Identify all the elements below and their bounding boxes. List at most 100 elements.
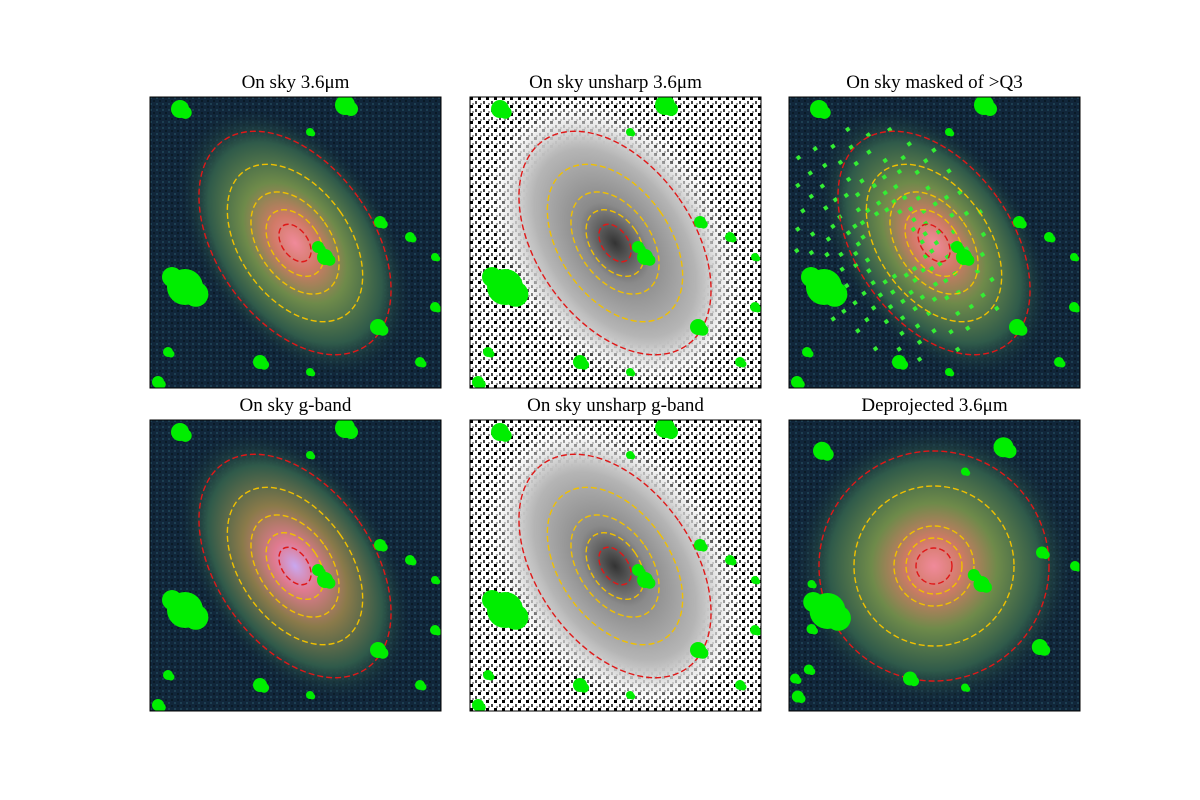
isophote-ellipse: [570, 191, 660, 295]
isophote-ellipse: [198, 453, 392, 679]
masked-pixel: [931, 296, 938, 302]
mask-blob: [754, 578, 761, 585]
galaxy: [794, 426, 1074, 706]
mask-blob: [157, 380, 166, 388]
masked-pixel: [933, 240, 940, 246]
panel: [469, 419, 762, 712]
mask-blob: [948, 130, 955, 137]
mask-blob: [409, 235, 417, 243]
masked-pixel: [859, 219, 866, 226]
masked-pixel: [882, 279, 888, 285]
mask-blob: [825, 605, 851, 631]
masked-pixel: [896, 208, 903, 215]
masked-pixel: [841, 308, 847, 315]
isophote-ellipse: [250, 514, 340, 618]
mask-blob: [499, 106, 512, 119]
disc: [498, 108, 732, 378]
mask-blob: [664, 425, 678, 439]
mask-blob: [167, 673, 175, 681]
masked-pixel: [839, 266, 845, 273]
masked-pixel: [864, 316, 870, 323]
masked-pixel: [890, 289, 896, 295]
mask-blob: [579, 682, 590, 693]
masked-pixel: [916, 339, 923, 345]
masked-pixel: [928, 248, 935, 254]
masked-pixel: [855, 241, 862, 247]
masked-pixel: [877, 292, 884, 298]
mask-blob: [794, 677, 802, 684]
masked-pixel: [900, 298, 906, 305]
mask-blob: [167, 350, 175, 358]
masked-pixel: [853, 160, 859, 167]
panel-title: Deprojected 3.6μm: [861, 395, 1008, 416]
panel-frame: [149, 96, 442, 389]
galaxy: [488, 424, 742, 708]
mask-blob: [434, 255, 441, 262]
masked-pixel: [896, 346, 902, 352]
masked-pixel: [994, 305, 1000, 312]
mask-blob: [1002, 444, 1017, 459]
masked-pixel: [914, 323, 921, 329]
isophote-ellipse: [598, 546, 632, 586]
mask-blob: [377, 324, 389, 336]
mask-blob: [434, 628, 441, 636]
mask-blob: [499, 429, 512, 442]
isophote-ellipse: [265, 532, 325, 600]
masked-pixel: [855, 206, 862, 213]
masked-pixel: [929, 265, 935, 272]
panel-frame: [788, 419, 1081, 712]
masked-pixel: [891, 273, 898, 279]
mask-blob: [699, 220, 708, 229]
masked-pixel: [843, 282, 850, 289]
masked-pixel: [948, 328, 954, 335]
mask-blob: [171, 274, 185, 288]
mask-blob: [1073, 255, 1080, 262]
masked-pixel: [852, 300, 858, 306]
masked-pixel: [931, 328, 937, 334]
panel-title: On sky g-band: [240, 395, 352, 416]
masked-pixel: [794, 226, 801, 232]
masked-pixel: [819, 183, 826, 189]
masked-pixel: [968, 303, 975, 310]
masked-pixel: [838, 251, 844, 258]
mask-blob: [183, 281, 209, 307]
mask-blob: [434, 305, 441, 313]
galaxy: [178, 108, 412, 378]
masked-pixel: [979, 251, 986, 258]
masked-pixel: [931, 147, 937, 153]
mask-blob: [491, 274, 505, 288]
masked-pixel: [925, 185, 931, 191]
mask-blob: [1073, 305, 1080, 313]
masked-pixel: [855, 327, 861, 334]
panel-frame: [149, 419, 442, 712]
masked-pixel: [980, 231, 987, 238]
mask-blob: [644, 577, 656, 589]
panel-title: On sky masked of >Q3: [846, 72, 1022, 93]
masked-pixel: [916, 356, 923, 363]
masked-pixel: [808, 249, 815, 256]
masked-pixel: [912, 305, 918, 312]
isophote-ellipse: [546, 486, 684, 646]
masked-pixel: [942, 277, 949, 284]
mask-blob: [664, 102, 678, 116]
masked-pixel: [795, 182, 801, 189]
panel: [788, 419, 1081, 712]
mask-blob: [477, 703, 486, 711]
mask-blob: [909, 676, 920, 687]
masked-pixel: [907, 206, 914, 212]
mask-blob: [898, 359, 909, 370]
mask-blob: [179, 106, 192, 119]
mask-blob: [179, 429, 192, 442]
mask-blob: [973, 573, 982, 582]
masked-pixel: [892, 183, 899, 190]
masked-pixel: [980, 292, 986, 298]
masked-pixel: [852, 250, 859, 257]
panel-image: [789, 97, 1080, 388]
panel-image: [470, 97, 761, 388]
mask-blob: [818, 106, 831, 119]
masked-pixel: [906, 141, 913, 147]
mask-blob: [963, 254, 975, 266]
masked-pixel: [912, 277, 918, 284]
masked-pixel: [808, 193, 815, 200]
panel-image: [150, 97, 441, 388]
